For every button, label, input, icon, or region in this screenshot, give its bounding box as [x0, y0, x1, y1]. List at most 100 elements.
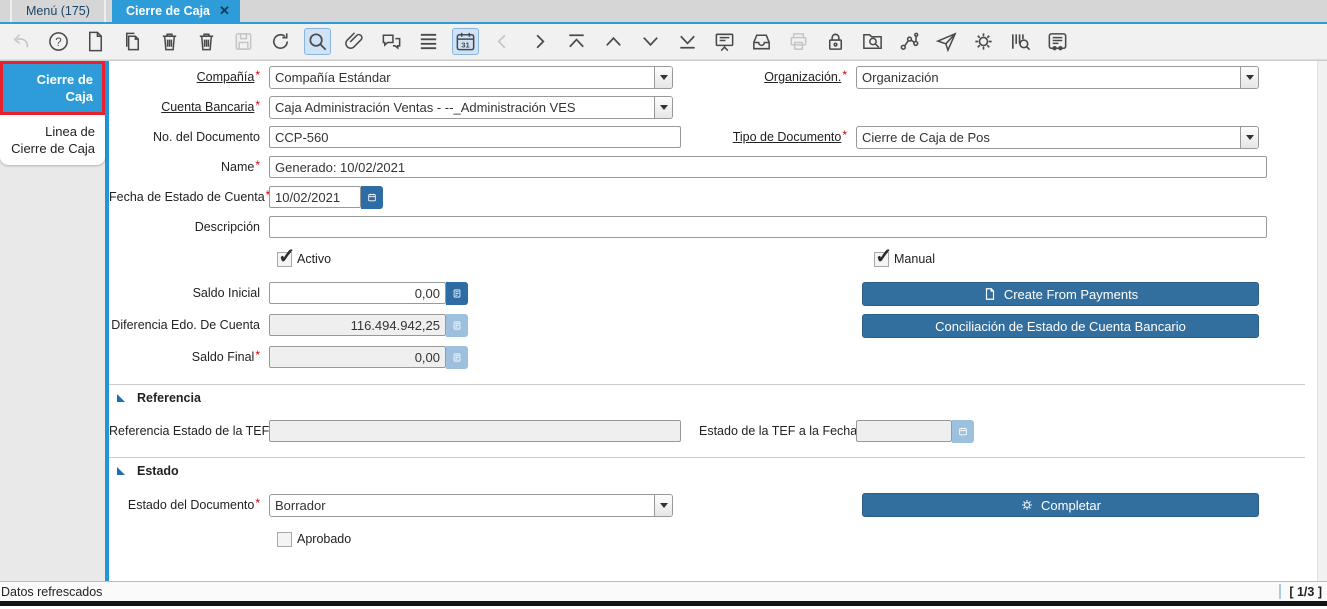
active-tab-underline: [0, 22, 1327, 24]
calculator-icon: [446, 345, 468, 369]
chevron-down-icon[interactable]: [1240, 126, 1258, 148]
manual-checkbox[interactable]: [874, 244, 893, 269]
help-icon[interactable]: ?: [45, 28, 72, 55]
svg-text:31: 31: [461, 40, 470, 49]
chat-icon[interactable]: [378, 28, 405, 55]
view-list-icon[interactable]: [415, 28, 442, 55]
detail-record-icon[interactable]: [637, 28, 664, 55]
find-icon[interactable]: [304, 28, 331, 55]
delete-selection-icon[interactable]: [193, 28, 220, 55]
tipo-documento-value: Cierre de Caja de Pos: [862, 129, 990, 145]
gear-icon: [1022, 500, 1032, 510]
form-panel: Compañía* Compañía Estándar Organización…: [109, 61, 1317, 581]
collapse-triangle-icon[interactable]: [117, 467, 125, 475]
save-icon[interactable]: [230, 28, 257, 55]
estado-tef-fecha-label: Estado de la TEF a la Fecha: [699, 424, 858, 438]
cuenta-bancaria-value: Caja Administración Ventas - --_Administ…: [275, 99, 576, 115]
ref-tef-input: [269, 420, 681, 442]
compania-value: Compañía Estándar: [275, 69, 391, 85]
no-documento-input[interactable]: [269, 126, 681, 148]
previous-record-icon[interactable]: [489, 28, 516, 55]
chevron-down-icon[interactable]: [1240, 66, 1258, 88]
last-record-icon[interactable]: [674, 28, 701, 55]
descripcion-label: Descripción: [194, 220, 260, 234]
referencia-section-header[interactable]: Referencia: [117, 391, 201, 405]
saldo-inicial-input[interactable]: [269, 282, 446, 304]
aprobado-checkbox[interactable]: [277, 531, 292, 547]
completar-button[interactable]: Completar: [862, 493, 1259, 517]
send-icon[interactable]: [933, 28, 960, 55]
chevron-down-icon[interactable]: [654, 494, 672, 516]
chevron-down-icon[interactable]: [654, 96, 672, 118]
workflow-icon[interactable]: [896, 28, 923, 55]
report-icon[interactable]: [1044, 28, 1071, 55]
sidebar-tab-cierre-de-caja[interactable]: Cierre de Caja: [0, 61, 105, 115]
next-record-icon[interactable]: [526, 28, 553, 55]
attachment-icon[interactable]: [341, 28, 368, 55]
saldo-final-input: [269, 346, 446, 368]
refresh-icon[interactable]: [267, 28, 294, 55]
descripcion-input[interactable]: [269, 216, 1267, 238]
calculator-icon[interactable]: [446, 281, 468, 305]
name-input[interactable]: [269, 156, 1267, 178]
estado-section-header[interactable]: Estado: [117, 464, 179, 478]
presentation-icon[interactable]: [711, 28, 738, 55]
compania-combo[interactable]: Compañía Estándar: [269, 65, 673, 89]
tab-sidebar: Cierre de Caja Linea de Cierre de Caja: [0, 61, 105, 581]
advanced-search-icon[interactable]: [859, 28, 886, 55]
calendar-picker-icon[interactable]: [361, 185, 383, 209]
aprobado-label: Aprobado: [297, 532, 352, 546]
tab-menu[interactable]: Menú (175): [10, 0, 106, 22]
barcode-search-icon[interactable]: [1007, 28, 1034, 55]
section-divider: [109, 384, 1305, 385]
parent-record-icon[interactable]: [600, 28, 627, 55]
undo-icon[interactable]: [8, 28, 35, 55]
collapse-triangle-icon[interactable]: [117, 394, 125, 402]
conciliacion-button[interactable]: Conciliación de Estado de Cuenta Bancari…: [862, 314, 1259, 338]
no-documento-label: No. del Documento: [152, 130, 260, 144]
estado-documento-label: Estado del Documento*: [127, 496, 260, 512]
sidebar-divider: [105, 61, 109, 581]
archive-icon[interactable]: [748, 28, 775, 55]
compania-label: Compañía*: [196, 68, 260, 84]
ref-tef-label: Referencia Estado de la TEF: [109, 424, 270, 438]
process-icon[interactable]: [970, 28, 997, 55]
organizacion-label: Organización.*: [764, 68, 847, 84]
close-icon[interactable]: ✕: [219, 3, 230, 18]
new-record-icon[interactable]: [82, 28, 109, 55]
manual-label: Manual: [894, 252, 935, 266]
tab-cierre-label: Cierre de Caja: [125, 4, 211, 18]
tab-menu-label: Menú (175): [26, 4, 90, 18]
tipo-documento-combo[interactable]: Cierre de Caja de Pos: [856, 125, 1259, 149]
first-record-icon[interactable]: [563, 28, 590, 55]
calendar-icon[interactable]: 31: [452, 28, 479, 55]
estado-documento-value: Borrador: [275, 497, 326, 513]
activo-checkbox[interactable]: [277, 244, 296, 269]
chevron-down-icon[interactable]: [654, 66, 672, 88]
fecha-estado-label: Fecha de Estado de Cuenta*: [109, 188, 271, 204]
section-divider: [109, 457, 1305, 458]
fecha-estado-input[interactable]: [269, 186, 361, 208]
organizacion-combo[interactable]: Organización: [856, 65, 1259, 89]
diferencia-input: [269, 314, 446, 336]
cuenta-bancaria-combo[interactable]: Caja Administración Ventas - --_Administ…: [269, 95, 673, 119]
window-body: Cierre de Caja Linea de Cierre de Caja C…: [0, 60, 1327, 581]
sidebar-tab-linea-cierre-de-caja[interactable]: Linea de Cierre de Caja: [0, 115, 105, 165]
tab-cierre-de-caja[interactable]: Cierre de Caja ✕: [111, 0, 240, 22]
window-tabbar: Menú (175) Cierre de Caja ✕: [0, 0, 1327, 22]
organizacion-value: Organización: [862, 69, 939, 85]
svg-text:?: ?: [55, 37, 61, 49]
scrollbar-track[interactable]: [1317, 61, 1327, 581]
delete-icon[interactable]: [156, 28, 183, 55]
create-from-payments-button[interactable]: Create From Payments: [862, 282, 1259, 306]
saldo-inicial-label: Saldo Inicial: [192, 286, 260, 300]
print-icon[interactable]: [785, 28, 812, 55]
status-divider: [1279, 584, 1282, 599]
lock-icon[interactable]: [822, 28, 849, 55]
document-icon: [985, 288, 994, 300]
copy-record-icon[interactable]: [119, 28, 146, 55]
name-label: Name*: [220, 158, 260, 174]
tipo-documento-label: Tipo de Documento*: [732, 128, 847, 144]
estado-documento-combo[interactable]: Borrador: [269, 493, 673, 517]
